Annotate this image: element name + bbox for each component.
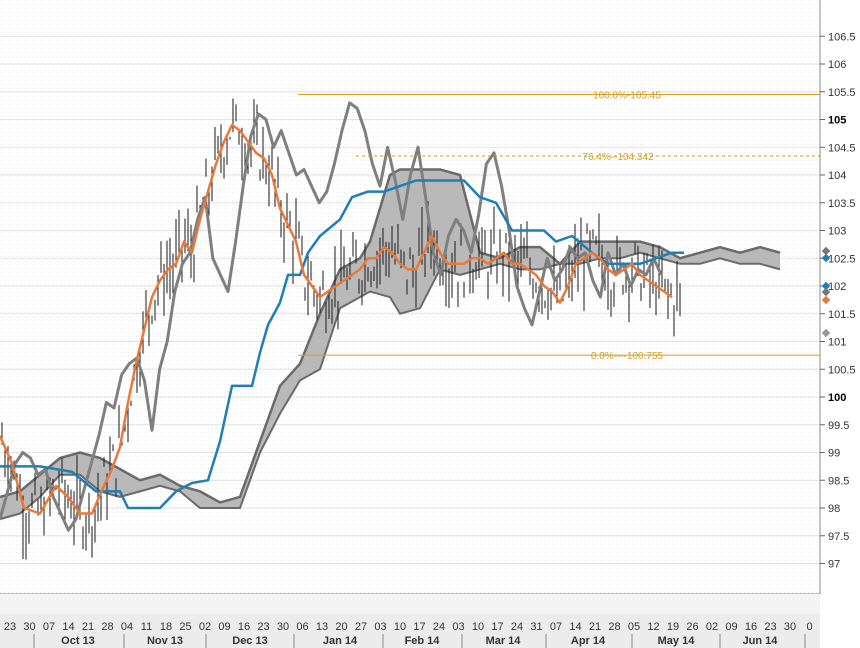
y-tick-label: 101 <box>828 337 846 349</box>
series-marker <box>821 328 831 338</box>
x-tick-label: 28 <box>101 621 113 633</box>
series-line <box>0 179 684 510</box>
x-tick-label: 13 <box>316 621 328 633</box>
y-tick-label: 101.5 <box>828 309 856 321</box>
x-tick-label: 07 <box>550 621 562 633</box>
x-tick-label: 23 <box>764 621 776 633</box>
y-tick-label: 99.5 <box>828 420 849 432</box>
x-tick-label: 05 <box>628 621 640 633</box>
x-tick-label: 18 <box>160 621 172 633</box>
y-tick-label: 102.5 <box>828 253 856 265</box>
x-tick-label: 06 <box>296 621 308 633</box>
month-label: Apr 14 <box>571 635 606 647</box>
month-label: Nov 13 <box>147 635 183 647</box>
x-tick-label: 31 <box>530 621 542 633</box>
x-tick-label: 28 <box>608 621 620 633</box>
x-tick-label: 0 <box>806 621 812 633</box>
x-tick-label: 12 <box>647 621 659 633</box>
x-tick-label: 07 <box>43 621 55 633</box>
y-tick-label: 98 <box>828 503 840 515</box>
y-tick-label: 102 <box>828 281 846 293</box>
x-tick-label: 04 <box>121 621 133 633</box>
y-axis: 97 97.5 98 98.5 99 99.5 100 100.5 101 101.5 102 102… <box>819 0 856 594</box>
x-tick-label: 30 <box>23 621 35 633</box>
series-marker <box>821 295 831 305</box>
x-tick-label: 26 <box>686 621 698 633</box>
x-tick-label: 23 <box>257 621 269 633</box>
fib-label: 0.0%----100.755 <box>591 351 664 362</box>
y-tick-label: 97.5 <box>828 531 849 543</box>
x-tick-label: 10 <box>394 621 406 633</box>
x-tick-label: 02 <box>199 621 211 633</box>
month-label: May 14 <box>658 635 696 647</box>
x-tick-label: 02 <box>706 621 718 633</box>
x-tick-label: 25 <box>179 621 191 633</box>
x-tick-label: 11 <box>141 621 152 633</box>
y-tick-label: 100.5 <box>828 364 856 376</box>
x-tick-label: 14 <box>569 621 581 633</box>
x-tick-label: 17 <box>491 621 503 633</box>
x-tick-label: 21 <box>589 621 601 633</box>
y-tick-label: 104.5 <box>828 142 856 154</box>
series-line <box>0 101 663 532</box>
y-tick-label: 103 <box>828 226 846 238</box>
x-tick-label: 23 <box>4 621 16 633</box>
series-marker <box>821 281 831 291</box>
fibonacci-levels: 100.0%-105.45 76.4%--104.342 0.0%----100.7… <box>298 91 820 362</box>
price-bars <box>1 98 681 560</box>
month-label: Dec 13 <box>232 635 267 647</box>
month-label: Oct 13 <box>61 635 95 647</box>
indicator-lines <box>0 101 684 532</box>
y-tick-label: 104 <box>828 170 846 182</box>
y-tick-label: 105.5 <box>828 87 856 99</box>
y-tick-label: 103.5 <box>828 198 856 210</box>
x-tick-label: 30 <box>277 621 289 633</box>
y-tick-label: 100 <box>828 392 846 404</box>
month-label: Jan 14 <box>323 635 358 647</box>
x-axis: 23 30 07 14 21 28 04 11 18 25 02 09 16 23 30 06 13 20 27 03… <box>0 593 820 648</box>
cloud-span-a <box>0 168 781 504</box>
day-band <box>0 594 820 614</box>
y-tick-label: 106 <box>828 59 846 71</box>
x-tick-label: 14 <box>62 621 74 633</box>
y-tick-label: 105 <box>828 115 846 127</box>
x-tick-label: 03 <box>374 621 386 633</box>
x-tick-label: 17 <box>413 621 425 633</box>
x-tick-label: 27 <box>355 621 367 633</box>
fib-label: 76.4%--104.342 <box>582 152 654 163</box>
month-band <box>0 614 820 648</box>
x-tick-label: 19 <box>667 621 679 633</box>
x-tick-label: 16 <box>745 621 757 633</box>
fib-label: 100.0%-105.45 <box>593 91 661 102</box>
series-marker <box>821 287 831 297</box>
y-tick-label: 106.5 <box>828 31 856 43</box>
y-tick-label: 98.5 <box>828 475 849 487</box>
x-tick-label: 21 <box>82 621 94 633</box>
x-tick-label: 24 <box>433 621 445 633</box>
x-tick-label: 20 <box>335 621 347 633</box>
x-tick-label: 09 <box>725 621 737 633</box>
month-label: Mar 14 <box>486 635 522 647</box>
x-tick-label: 16 <box>238 621 250 633</box>
x-tick-label: 24 <box>511 621 523 633</box>
month-label: Feb 14 <box>405 635 441 647</box>
x-tick-label: 09 <box>218 621 230 633</box>
x-tick-label: 30 <box>784 621 796 633</box>
series-line <box>0 123 673 515</box>
x-tick-label: 10 <box>472 621 484 633</box>
y-tick-label: 99 <box>828 448 840 460</box>
y-tick-label: 97 <box>828 559 840 571</box>
month-label: Jun 14 <box>743 635 779 647</box>
x-tick-label: 03 <box>452 621 464 633</box>
